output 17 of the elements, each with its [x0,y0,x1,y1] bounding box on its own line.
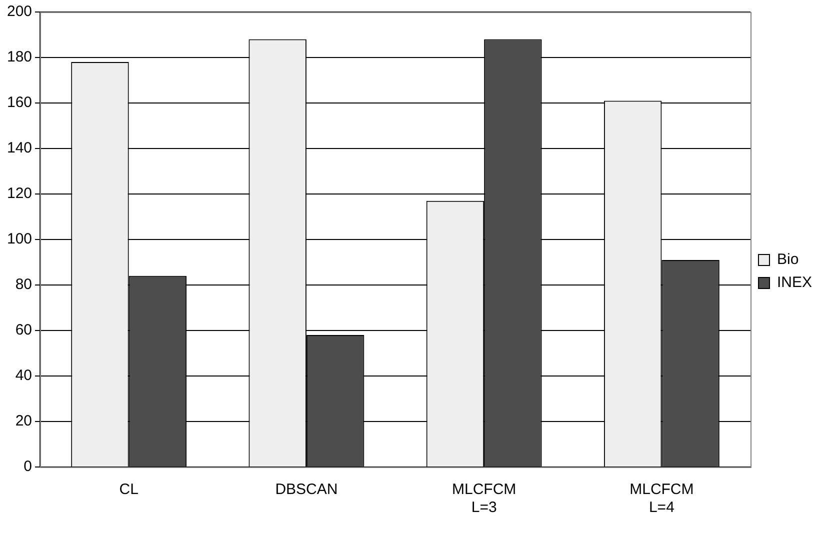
y-tick-label: 160 [6,94,32,112]
y-tick-label: 60 [15,322,32,339]
y-tick-label: 120 [6,185,32,202]
legend-label: INEX [776,274,812,292]
y-tick-label: 100 [6,230,32,248]
legend-label: Bio [776,251,799,268]
y-tick-label: 0 [24,458,32,476]
x-tick-label: CL [119,481,138,498]
y-tick-label: 20 [15,412,32,430]
x-tick-label: MLCFCM L=3 [452,481,516,516]
y-tick-label: 80 [15,276,32,294]
x-tick-label: MLCFCM L=4 [630,481,694,516]
y-tick-label: 40 [15,367,32,384]
y-tick-label: 140 [6,140,32,157]
y-tick-label: 180 [6,48,32,66]
x-tick-label: DBSCAN [275,481,338,498]
y-tick-label: 200 [6,3,32,20]
